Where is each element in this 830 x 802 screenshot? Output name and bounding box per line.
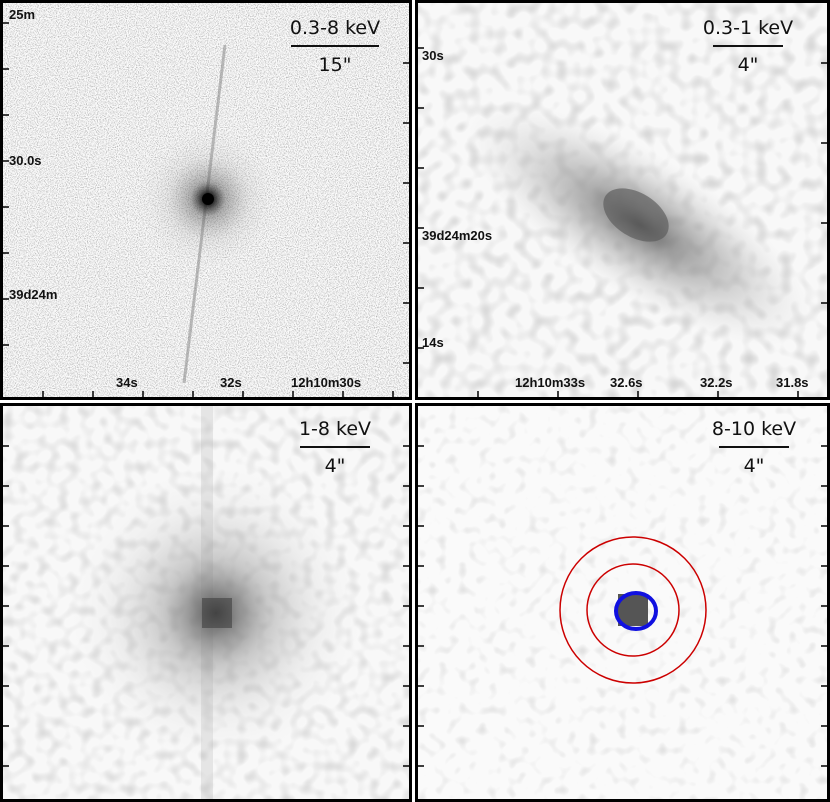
band-label-group: 8-10 keV 4"	[708, 418, 800, 477]
scale-bar	[300, 446, 370, 448]
scale-label: 4"	[324, 455, 346, 477]
band-label-group: 1-8 keV 4"	[293, 418, 377, 477]
energy-band-label: 8-10 keV	[711, 418, 797, 440]
dec-tick-label: 39d24m	[9, 287, 58, 302]
band-label-group: 0.3-1 keV 4"	[692, 17, 804, 76]
energy-band-label: 0.3-8 keV	[289, 17, 381, 39]
xray-image-hard-band	[3, 406, 409, 799]
scale-bar	[719, 446, 789, 448]
xray-image-very-hard-band	[418, 406, 827, 799]
background-annulus-inner	[586, 563, 680, 657]
panel-full-band: 0.3-8 keV 15" 25m 30.0s 39d24m 34s 32s 1…	[0, 0, 412, 400]
scale-label: 4"	[737, 54, 759, 76]
panel-very-hard-band: 8-10 keV 4"	[415, 403, 830, 802]
background-annulus-outer	[559, 536, 707, 684]
scale-label: 15"	[318, 54, 352, 76]
dec-tick-label: 14s	[422, 335, 444, 350]
dec-tick-label: 30.0s	[9, 153, 42, 168]
dec-tick-label: 30s	[422, 48, 444, 63]
scale-bar	[713, 45, 783, 47]
xray-image-full-band	[3, 3, 409, 397]
xray-image-soft-band	[418, 3, 827, 397]
ra-tick-label: 12h10m30s	[291, 375, 362, 390]
energy-band-label: 1-8 keV	[298, 418, 372, 440]
scale-bar	[291, 45, 379, 47]
ra-tick-label: 32.2s	[700, 375, 733, 390]
axis-ticks	[3, 22, 409, 397]
panel-hard-band: 1-8 keV 4"	[0, 403, 412, 802]
energy-band-label: 0.3-1 keV	[702, 17, 794, 39]
ra-tick-label: 31.8s	[776, 375, 809, 390]
ra-tick-label: 32s	[220, 375, 242, 390]
source-contour	[614, 591, 658, 631]
ra-tick-label: 32.6s	[610, 375, 643, 390]
axis-ticks	[418, 47, 827, 397]
axis-ticks	[418, 445, 827, 767]
band-label-group: 0.3-8 keV 15"	[281, 17, 389, 76]
panel-soft-band: 0.3-1 keV 4" 30s 39d24m20s 14s 12h10m33s…	[415, 0, 830, 400]
axis-ticks	[3, 445, 409, 767]
dec-tick-label: 25m	[9, 7, 36, 22]
ra-tick-label: 12h10m33s	[515, 375, 586, 390]
ra-tick-label: 34s	[116, 375, 138, 390]
dec-tick-label: 39d24m20s	[422, 228, 493, 243]
scale-label: 4"	[743, 455, 765, 477]
